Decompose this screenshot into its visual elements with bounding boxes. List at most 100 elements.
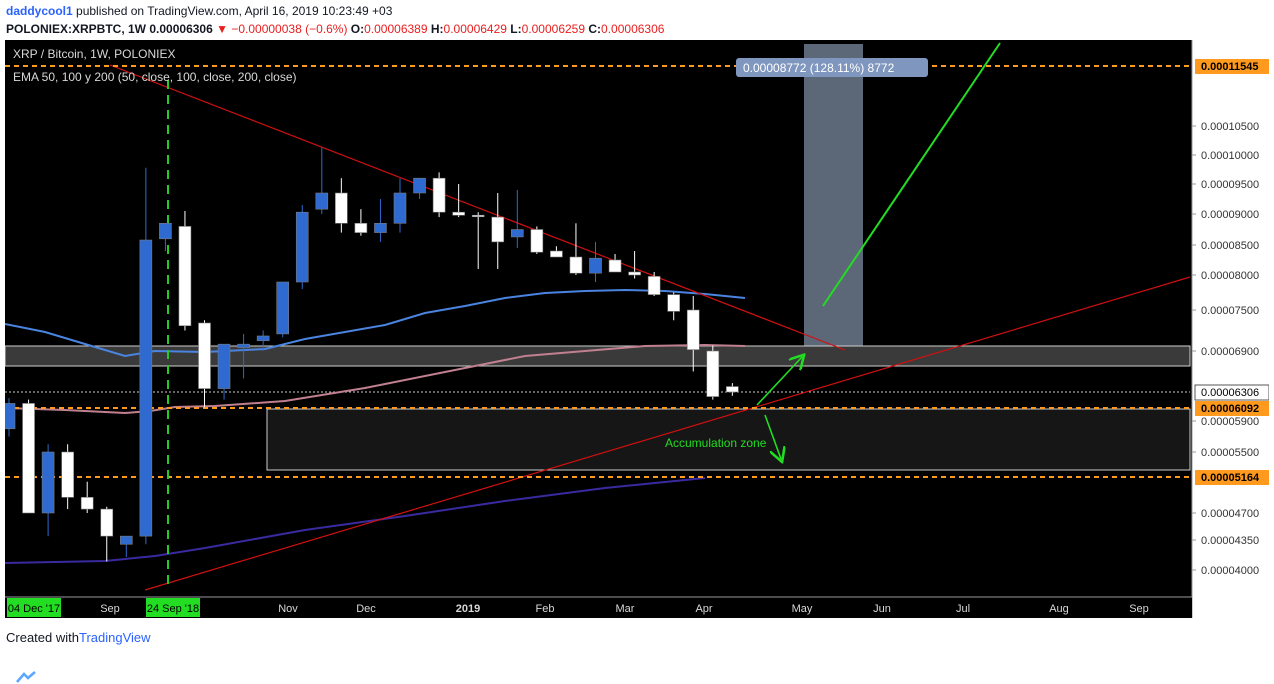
time-label-highlight: [7, 598, 61, 617]
candle: [5, 398, 16, 437]
candle: [120, 535, 133, 558]
candle: [589, 241, 602, 282]
time-tick-label: Apr: [695, 603, 712, 615]
candle: [471, 212, 485, 269]
ascending-trendline: [144, 276, 1191, 591]
time-tick-label: Mar: [616, 603, 635, 615]
candles-group: [5, 147, 739, 562]
candle: [413, 177, 426, 199]
candle: [295, 205, 309, 289]
low-label: L:: [510, 22, 522, 36]
candle-body: [178, 226, 192, 327]
candle: [706, 345, 720, 400]
candle-body: [198, 322, 211, 389]
footer: Created with TradingView: [6, 630, 151, 683]
candle-body: [22, 403, 35, 514]
level-label-box-top: [1195, 59, 1269, 74]
candle: [550, 246, 563, 258]
candle-body: [276, 281, 290, 335]
candle-body: [80, 497, 94, 510]
candle-body: [120, 535, 133, 545]
indicator-label: EMA 50, 100 y 200 (50, close, 100, close…: [13, 70, 297, 84]
price-tick-label: 0.00009000: [1201, 209, 1259, 221]
open-label: O:: [350, 22, 365, 36]
author-name[interactable]: daddycool1: [6, 4, 73, 18]
price-tick-label: 0.00006900: [1201, 346, 1259, 358]
candle: [393, 178, 407, 233]
price-tick-label: 0.00005900: [1201, 416, 1259, 428]
candle: [530, 226, 544, 254]
candle-body: [569, 256, 583, 274]
time-label-highlight: [146, 598, 200, 617]
candle: [374, 199, 387, 242]
last-price-label: 0.00006306: [1201, 387, 1259, 399]
measure-box: [804, 44, 863, 353]
accumulation-zone-box: [266, 408, 1191, 471]
time-tick-label: May: [792, 603, 813, 615]
price-tick-label: 0.00008500: [1201, 240, 1259, 252]
time-tick-label: Jul: [956, 603, 970, 615]
price-tick-label: 0.00004700: [1201, 508, 1259, 520]
resistance-zone: [5, 345, 1191, 367]
price-chart[interactable]: Accumulation zone 0.00008772 (128.11%) 8…: [5, 40, 1269, 618]
candle: [100, 506, 114, 562]
candle: [80, 481, 94, 513]
level-label-mid: 0.00006092: [1201, 403, 1259, 415]
tradingview-logo-icon: [16, 671, 36, 683]
high-value: 0.00006429: [443, 22, 507, 36]
time-axis[interactable]: [5, 597, 1192, 618]
candle: [198, 320, 211, 408]
price-tick-label: 0.00007500: [1201, 305, 1259, 317]
candle: [686, 296, 700, 372]
candle-body: [315, 192, 329, 210]
drop-arrow: [764, 414, 781, 459]
descending-trendline: [109, 64, 846, 351]
candle-body: [237, 343, 250, 348]
candle-body: [706, 350, 720, 397]
candle-body: [667, 294, 681, 312]
candle-body: [41, 451, 55, 514]
last-price: 0.00006306: [149, 22, 213, 36]
candle-body: [471, 214, 485, 218]
candle: [315, 147, 329, 214]
chart-area[interactable]: [5, 40, 1269, 618]
candle-body: [432, 177, 446, 213]
candle-body: [686, 309, 700, 350]
candle-body: [5, 403, 16, 430]
price-tick-label: 0.00005500: [1201, 447, 1259, 459]
candle: [628, 251, 641, 279]
candle: [726, 383, 739, 396]
candle-body: [100, 508, 114, 537]
candle-body: [61, 451, 74, 498]
candle-body: [628, 271, 641, 276]
time-tick-label: 2019: [456, 603, 480, 615]
candle-body: [295, 211, 309, 283]
candle-body: [510, 229, 524, 238]
candle: [276, 281, 290, 338]
price-tick-label: 0.00004000: [1201, 565, 1259, 577]
candle: [256, 330, 270, 351]
measure-label: 0.00008772 (128.11%) 8772: [743, 61, 895, 75]
symbol-info: POLONIEX:XRPBTC, 1W 0.00006306 ▼ −0.0000…: [6, 22, 664, 36]
candle: [569, 223, 583, 275]
publish-info: daddycool1 published on TradingView.com,…: [6, 4, 392, 18]
candle-body: [647, 276, 661, 295]
candle-body: [530, 229, 544, 253]
level-label-top: 0.00011545: [1201, 61, 1259, 73]
tradingview-link[interactable]: TradingView: [78, 630, 151, 645]
measure-label-box: [736, 58, 928, 77]
time-tick-label: 24 Sep '18: [147, 603, 199, 615]
candle-body: [413, 177, 426, 194]
price-scale[interactable]: [1192, 40, 1269, 618]
candle: [217, 343, 231, 400]
candle-body: [335, 192, 348, 224]
candle: [608, 254, 622, 273]
candle-body: [256, 335, 270, 342]
candle: [452, 184, 465, 218]
candle: [432, 172, 446, 218]
time-tick-label: Dec: [356, 603, 376, 615]
candle: [22, 399, 35, 514]
candle-body: [159, 223, 172, 240]
ema-200-line: [5, 477, 706, 564]
candle: [667, 292, 681, 321]
